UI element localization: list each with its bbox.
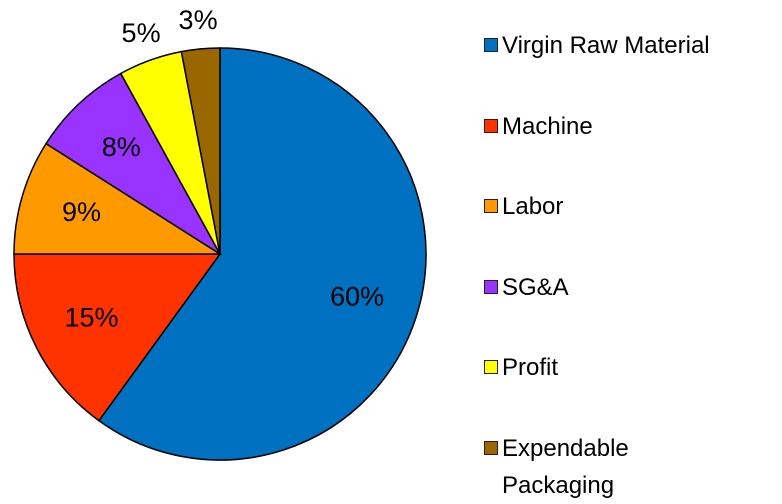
legend-label: Labor <box>502 193 564 221</box>
legend-label: Virgin Raw Material <box>502 32 710 59</box>
pie-slice <box>13 142 223 255</box>
legend-label: Profit <box>502 354 559 382</box>
legend-item: Profit <box>484 349 558 386</box>
legend-label: Expendable Packaging <box>502 435 629 499</box>
legend-swatch <box>484 38 498 52</box>
pie-slice <box>45 72 221 255</box>
legend-item: SG&A <box>484 269 569 306</box>
legend-label: SG&A <box>502 273 569 301</box>
legend-swatch <box>484 279 498 294</box>
pie-slice <box>13 253 222 422</box>
chart: 60% 15% 9% 8% 5% 3% <box>13 5 427 461</box>
slice-label: 15% <box>64 303 118 333</box>
slice-label: 5% <box>122 18 161 48</box>
legend-swatch <box>484 360 498 375</box>
legend-item: Virgin Raw Material <box>484 27 710 64</box>
legend-swatch <box>484 441 498 455</box>
legend-label: Machine <box>502 112 593 140</box>
legend-item: Machine <box>484 108 593 145</box>
slice-label: 8% <box>102 132 141 162</box>
legend-swatch <box>484 118 498 133</box>
slice-label: 60% <box>330 282 384 312</box>
legend-item: Expendable Packaging <box>484 430 736 504</box>
slice-label: 3% <box>179 5 218 35</box>
slice-label: 9% <box>62 197 101 227</box>
pie-slice <box>97 47 427 461</box>
legend-item: Labor <box>484 188 563 225</box>
pie-slice <box>180 47 221 255</box>
legend-swatch <box>484 199 498 214</box>
